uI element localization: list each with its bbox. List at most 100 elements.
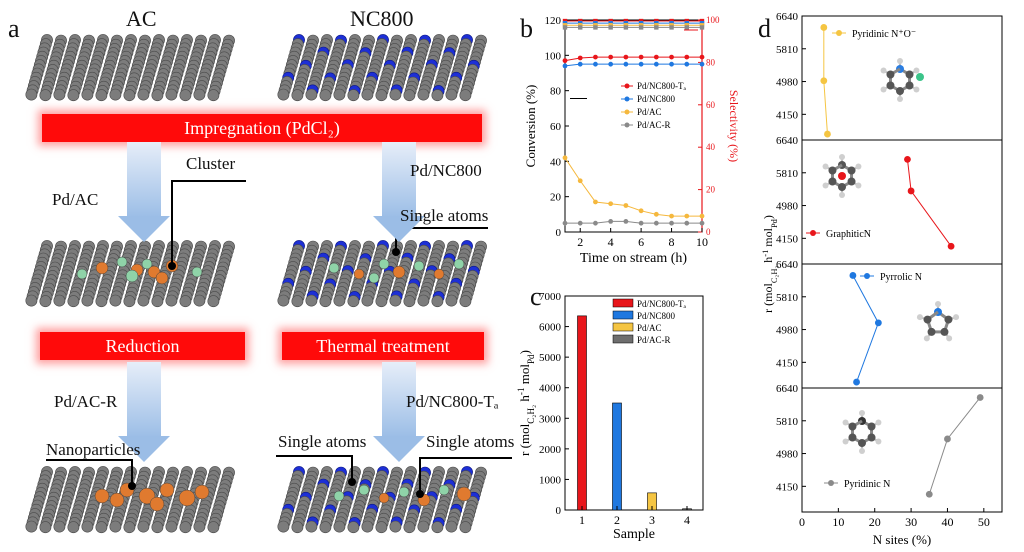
hydrogen-atom <box>842 419 849 426</box>
carbon-atom <box>193 294 206 307</box>
lattice-pd-ac-r <box>25 466 235 534</box>
carbon-atom <box>179 295 192 308</box>
carbon-atom <box>207 295 220 308</box>
label-single-atoms-2: Single atoms <box>278 432 367 451</box>
series-line <box>906 159 952 247</box>
y-axis-label: Conversion (%) <box>523 85 538 168</box>
x-tick-label: 30 <box>905 515 917 529</box>
ring-atom <box>867 422 876 431</box>
legend-marker <box>624 83 630 89</box>
hydrogen-atom <box>839 154 845 160</box>
data-point <box>849 272 857 279</box>
arrowhead-1 <box>118 216 170 242</box>
ring-atom <box>886 81 895 90</box>
carbon-atom <box>25 520 38 533</box>
conversion-point <box>577 61 583 67</box>
y2-tick-label: 20 <box>706 185 716 195</box>
subplot-3: 4150 4980 5810 6640 Pyridinic N <box>776 383 1003 513</box>
y-tick-label: 4150 <box>776 481 799 493</box>
pd-atom <box>159 482 175 498</box>
y-tick-label: 20 <box>550 192 562 204</box>
conversion-point <box>669 213 674 219</box>
conversion-point <box>684 54 690 60</box>
carbon-atom <box>291 89 304 102</box>
ring-atom <box>867 433 876 442</box>
legend-label: Pyridinic N <box>844 479 890 490</box>
data-point <box>907 187 915 195</box>
cl-atom <box>116 256 128 268</box>
x-tick-label: 0 <box>799 515 805 529</box>
chart-d-n-sites: 4150 4980 5810 6640 Pyridinic N⁺O⁻ 4150 4980 58… <box>762 11 1003 547</box>
x-tick-label: 4 <box>684 513 690 527</box>
legend-marker <box>828 480 834 486</box>
cl-atom <box>328 262 340 274</box>
carbon-atom <box>333 520 346 533</box>
hydrogen-atom <box>953 314 960 321</box>
carbon-atom <box>403 89 416 102</box>
header-ac: AC <box>126 6 157 31</box>
carbon-atom <box>137 294 150 307</box>
conversion-point <box>669 54 674 60</box>
hydrogen-atom <box>875 438 882 445</box>
carbon-atom <box>165 294 178 307</box>
y-tick-label: 3000 <box>539 413 562 425</box>
conversion-point <box>608 61 614 67</box>
conversion-point <box>608 219 614 224</box>
carbon-atom <box>389 520 402 533</box>
y-tick-label: 6640 <box>776 11 799 23</box>
carbon-atom <box>417 294 430 307</box>
legend-swatch <box>612 310 634 320</box>
carbon-atom <box>53 88 66 101</box>
pd-atom <box>392 265 406 279</box>
y-tick-label: 4980 <box>776 325 799 337</box>
carbon-atom <box>179 521 192 534</box>
ring-atom <box>944 315 953 324</box>
conversion-point <box>562 63 568 69</box>
series-1: Pd/NC800 <box>562 20 705 104</box>
carbon-atom <box>123 295 136 308</box>
legend-label: GraphiticN <box>826 229 871 240</box>
selectivity-point <box>669 25 674 30</box>
carbon-atom <box>459 521 472 534</box>
arrow-down-3 <box>127 362 161 438</box>
carbon-atom <box>333 88 346 101</box>
carbon-atom <box>109 294 122 307</box>
carbon-atom <box>319 295 332 308</box>
conversion-point <box>623 61 629 67</box>
data-point <box>947 242 955 250</box>
selectivity-point <box>578 25 583 30</box>
lattice-pd-nc800 <box>277 240 487 308</box>
carbon-atom <box>165 88 178 101</box>
carbon-atom <box>123 89 136 102</box>
ring-atom <box>858 439 866 447</box>
x-tick-label: 20 <box>869 515 881 529</box>
pd-atom <box>149 496 165 512</box>
ring-atom <box>847 177 856 186</box>
arrow-down-4 <box>382 362 416 438</box>
pd-atom <box>155 271 169 285</box>
hydrogen-atom <box>822 163 829 170</box>
legend-label: Pd/AC <box>637 107 662 117</box>
y-axis-label: r (molC₂H₂ h-1 molPd) <box>762 215 779 313</box>
conversion-point <box>684 213 690 219</box>
carbon-atom <box>445 294 458 307</box>
y-tick-label: 80 <box>550 86 562 98</box>
carbon-atom <box>431 295 444 308</box>
y-tick-label: 4150 <box>776 109 799 121</box>
carbon-atom <box>81 520 94 533</box>
conversion-point <box>699 213 705 219</box>
plot-frame <box>564 19 703 233</box>
y-tick-label: 6000 <box>539 322 562 334</box>
selectivity-point <box>699 25 705 30</box>
x-tick-label: 6 <box>638 235 644 249</box>
callout-dot-single-atoms-1 <box>392 248 400 256</box>
data-point <box>925 490 933 498</box>
hydrogen-atom <box>859 410 865 416</box>
arrowhead-4 <box>373 436 425 462</box>
conversion-point <box>684 220 690 226</box>
pd-atom <box>456 486 472 502</box>
legend-label: Pd/NC800-Tₐ <box>637 299 687 309</box>
conversion-point <box>623 219 629 224</box>
selectivity-point <box>562 25 568 30</box>
y2-tick-label: 100 <box>706 15 720 25</box>
